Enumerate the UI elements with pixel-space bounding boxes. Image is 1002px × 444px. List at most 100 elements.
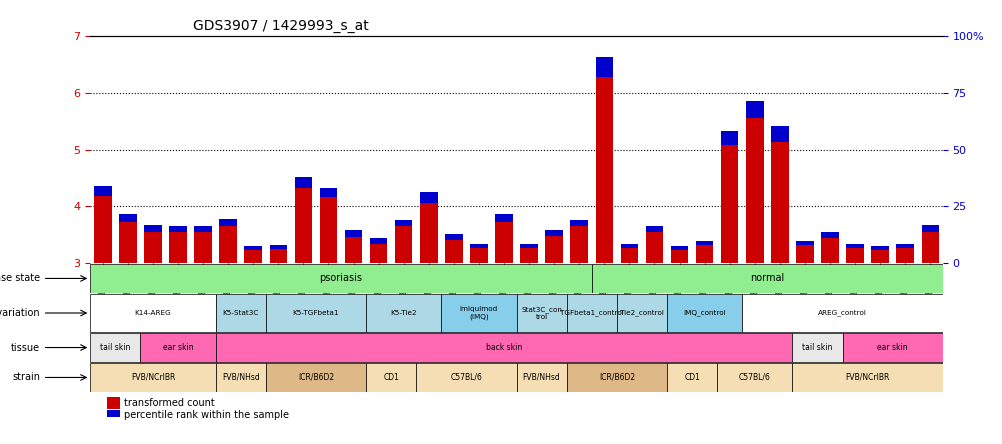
Bar: [270, 245, 287, 249]
Bar: [670, 250, 687, 263]
FancyBboxPatch shape: [566, 294, 616, 332]
Bar: [896, 248, 913, 263]
FancyBboxPatch shape: [90, 294, 215, 332]
Bar: [620, 244, 637, 248]
FancyBboxPatch shape: [266, 363, 366, 392]
Text: genotype/variation: genotype/variation: [0, 308, 40, 318]
FancyBboxPatch shape: [215, 363, 266, 392]
Bar: [495, 214, 512, 222]
Bar: [771, 126, 788, 142]
Bar: [420, 192, 437, 202]
Bar: [470, 244, 487, 248]
Text: imiquimod
(IMQ): imiquimod (IMQ): [459, 306, 498, 320]
FancyBboxPatch shape: [416, 363, 516, 392]
Bar: [345, 237, 362, 263]
Bar: [720, 145, 737, 263]
Text: FVB/NHsd: FVB/NHsd: [522, 373, 560, 382]
Bar: [771, 142, 788, 263]
Bar: [695, 245, 712, 263]
Text: Stat3C_con
trol: Stat3C_con trol: [521, 306, 561, 320]
Text: tail skin: tail skin: [100, 343, 130, 352]
Bar: [219, 219, 236, 226]
FancyBboxPatch shape: [792, 333, 842, 362]
Bar: [470, 248, 487, 263]
FancyBboxPatch shape: [516, 294, 566, 332]
Bar: [244, 246, 262, 250]
FancyBboxPatch shape: [566, 363, 666, 392]
Bar: [620, 248, 637, 263]
Bar: [545, 236, 562, 263]
FancyBboxPatch shape: [666, 363, 716, 392]
FancyBboxPatch shape: [792, 363, 942, 392]
Bar: [796, 241, 813, 245]
Bar: [745, 118, 763, 263]
FancyBboxPatch shape: [366, 363, 416, 392]
Text: disease state: disease state: [0, 274, 40, 283]
Bar: [570, 220, 587, 226]
Bar: [295, 178, 312, 188]
Bar: [495, 222, 512, 263]
Bar: [194, 226, 211, 232]
Bar: [94, 186, 111, 196]
Text: ICR/B6D2: ICR/B6D2: [298, 373, 334, 382]
Bar: [320, 188, 337, 197]
Text: FVB/NCrIBR: FVB/NCrIBR: [845, 373, 889, 382]
Bar: [846, 244, 863, 248]
Text: tail skin: tail skin: [802, 343, 832, 352]
Bar: [871, 246, 888, 250]
FancyBboxPatch shape: [666, 294, 741, 332]
Bar: [520, 244, 537, 248]
FancyBboxPatch shape: [140, 333, 215, 362]
Bar: [670, 246, 687, 250]
Bar: [445, 234, 462, 240]
Bar: [695, 241, 712, 245]
Text: TGFbeta1_control: TGFbeta1_control: [559, 309, 623, 317]
Bar: [119, 214, 136, 222]
Bar: [169, 226, 186, 232]
FancyBboxPatch shape: [516, 363, 566, 392]
FancyBboxPatch shape: [616, 294, 666, 332]
FancyBboxPatch shape: [90, 363, 215, 392]
Bar: [821, 238, 838, 263]
Bar: [320, 197, 337, 263]
FancyBboxPatch shape: [741, 294, 942, 332]
FancyBboxPatch shape: [366, 294, 441, 332]
Bar: [395, 220, 412, 226]
FancyBboxPatch shape: [266, 294, 366, 332]
Bar: [921, 232, 938, 263]
Bar: [921, 225, 938, 232]
Text: ear skin: ear skin: [877, 343, 907, 352]
Text: Tie2_control: Tie2_control: [619, 309, 663, 317]
Text: transformed count: transformed count: [124, 398, 214, 408]
Bar: [796, 245, 813, 263]
Text: K5-Stat3C: K5-Stat3C: [222, 310, 259, 316]
Text: ICR/B6D2: ICR/B6D2: [598, 373, 634, 382]
Text: FVB/NCrIBR: FVB/NCrIBR: [130, 373, 175, 382]
Bar: [270, 249, 287, 263]
Bar: [821, 232, 838, 238]
Text: psoriasis: psoriasis: [320, 274, 362, 283]
Bar: [645, 226, 662, 232]
FancyBboxPatch shape: [215, 333, 792, 362]
Text: CD1: CD1: [383, 373, 399, 382]
FancyBboxPatch shape: [716, 363, 792, 392]
Text: K5-Tie2: K5-Tie2: [390, 310, 417, 316]
Bar: [545, 230, 562, 236]
Bar: [445, 240, 462, 263]
FancyBboxPatch shape: [90, 264, 591, 293]
Text: K14-AREG: K14-AREG: [134, 310, 171, 316]
FancyBboxPatch shape: [441, 294, 516, 332]
Bar: [745, 101, 763, 118]
Bar: [295, 188, 312, 263]
Bar: [144, 225, 161, 232]
Text: GDS3907 / 1429993_s_at: GDS3907 / 1429993_s_at: [192, 19, 368, 33]
FancyBboxPatch shape: [842, 333, 942, 362]
Text: C57BL/6: C57BL/6: [450, 373, 482, 382]
Text: AREG_control: AREG_control: [818, 309, 866, 317]
Bar: [144, 232, 161, 263]
Bar: [107, 410, 120, 421]
FancyBboxPatch shape: [90, 333, 140, 362]
Text: strain: strain: [12, 373, 40, 382]
Bar: [570, 226, 587, 263]
Bar: [370, 238, 387, 244]
